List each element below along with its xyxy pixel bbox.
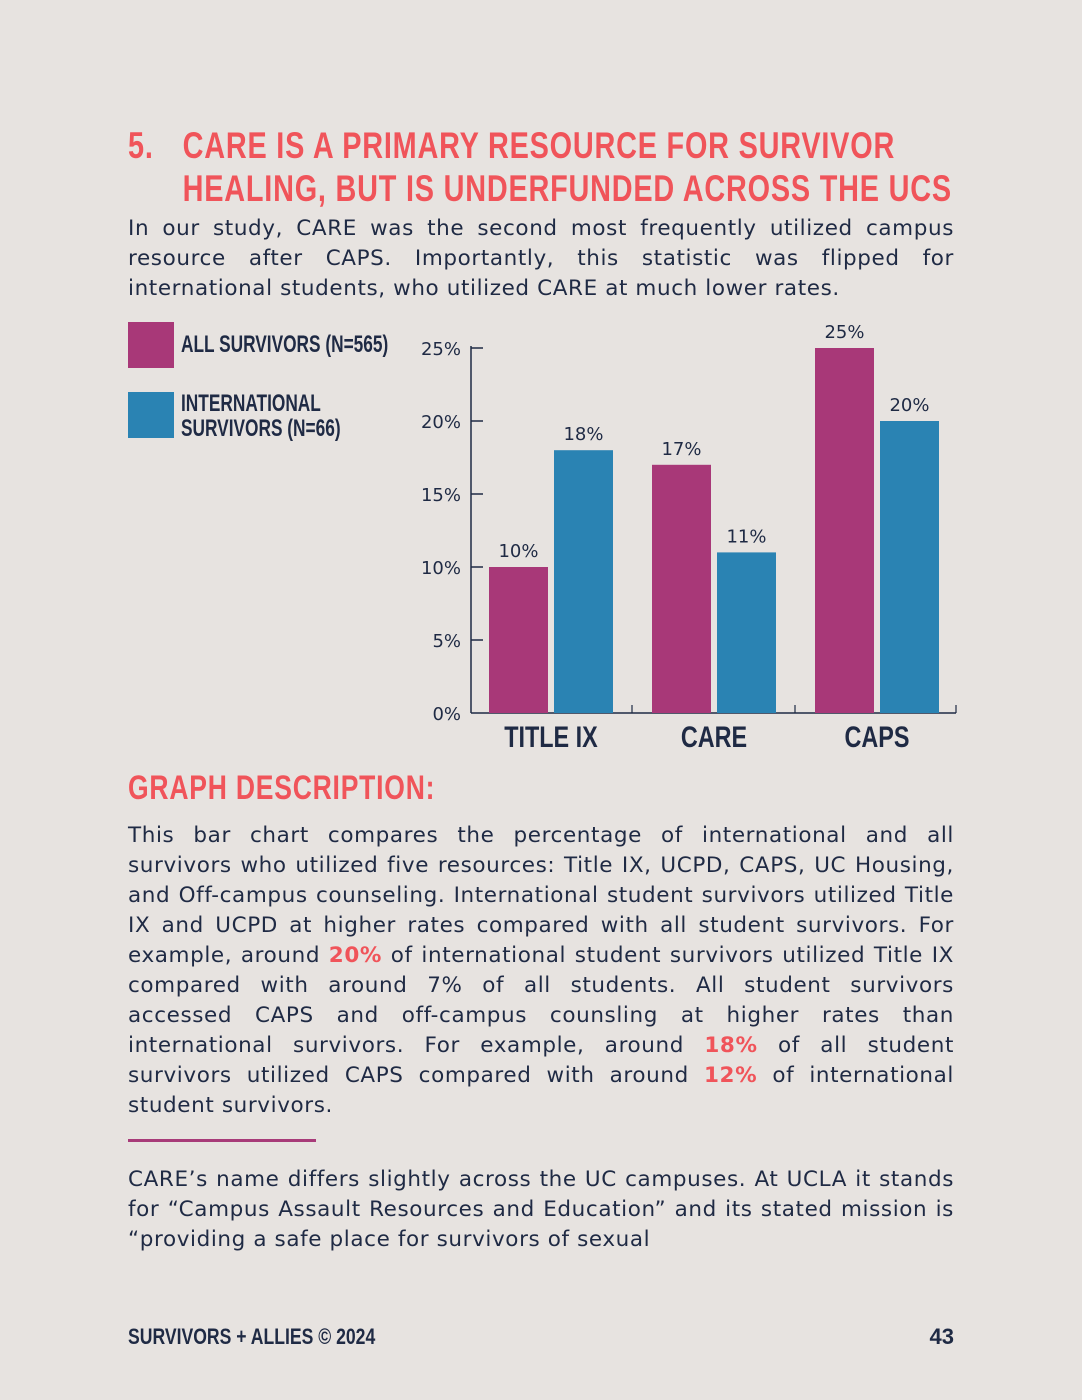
y-tick-label: 0%: [432, 704, 461, 725]
description-highlight-2: 18%: [704, 1033, 758, 1058]
bar-value-label: 17%: [661, 439, 701, 460]
bar: [880, 421, 939, 713]
bar: [815, 348, 874, 713]
legend-label-international-line1: INTERNATIONAL: [181, 390, 321, 417]
description-part2: of international student survivors utili…: [128, 943, 954, 1058]
description-part1: This bar chart compares the percentage o…: [128, 823, 954, 968]
legend-label-international-survivors: INTERNATIONAL SURVIVORS (N=66): [181, 391, 341, 441]
bar-value-label: 18%: [563, 424, 603, 445]
description-part3: of all student survivors utilized CAPS c…: [128, 1033, 954, 1088]
x-category-label: CAPS: [845, 720, 910, 753]
bar-value-label: 10%: [498, 541, 538, 562]
page-number: 43: [929, 1324, 954, 1349]
bar: [652, 464, 711, 713]
x-category-label: TITLE IX: [504, 720, 598, 753]
graph-description-text: This bar chart compares the percentage o…: [128, 821, 954, 1121]
x-category-label: CARE: [681, 720, 747, 753]
section-heading-line2: HEALING, BUT IS UNDERFUNDED ACROSS THE U…: [182, 168, 952, 209]
description-highlight-1: 20%: [328, 943, 383, 968]
bar-value-label: 25%: [824, 322, 864, 343]
bar: [489, 567, 548, 713]
bar: [554, 450, 613, 713]
footnote-text: CARE’s name differs slightly across the …: [128, 1167, 954, 1252]
bar-chart: 0% 5% 10% 15% 20% 25% 10% 18% TITLE IX 17% 11% CARE…: [421, 322, 957, 754]
description-highlight-3: 12%: [703, 1063, 758, 1088]
section-heading-line1: CARE IS A PRIMARY RESOURCE FOR SURVIVOR: [182, 125, 896, 166]
y-tick-label: 25%: [421, 339, 461, 360]
bar: [717, 552, 776, 713]
y-tick-label: 10%: [421, 558, 461, 579]
footer-copyright: SURVIVORS + ALLIES © 2024: [128, 1324, 376, 1349]
legend-swatch-all-survivors: [128, 322, 174, 368]
intro-paragraph: In our study, CARE was the second most f…: [128, 216, 954, 301]
graph-description-title: GRAPH DESCRIPTION:: [128, 769, 436, 807]
bar-value-label: 20%: [889, 395, 929, 416]
footnote-divider: [128, 1139, 316, 1142]
y-tick-label: 15%: [421, 485, 461, 506]
y-tick-label: 5%: [432, 631, 461, 652]
y-tick-label: 20%: [421, 412, 461, 433]
description-part4: of international student survivors.: [128, 1063, 954, 1118]
bar-value-label: 11%: [726, 526, 766, 547]
section-heading: 5. CARE IS A PRIMARY RESOURCE FOR SURVIVO…: [128, 124, 952, 210]
section-number: 5.: [128, 125, 154, 166]
legend-swatch-international-survivors: [128, 392, 174, 438]
legend-label-international-line2: SURVIVORS (N=66): [181, 415, 341, 442]
legend-label-all-survivors: ALL SURVIVORS (N=565): [181, 331, 389, 358]
